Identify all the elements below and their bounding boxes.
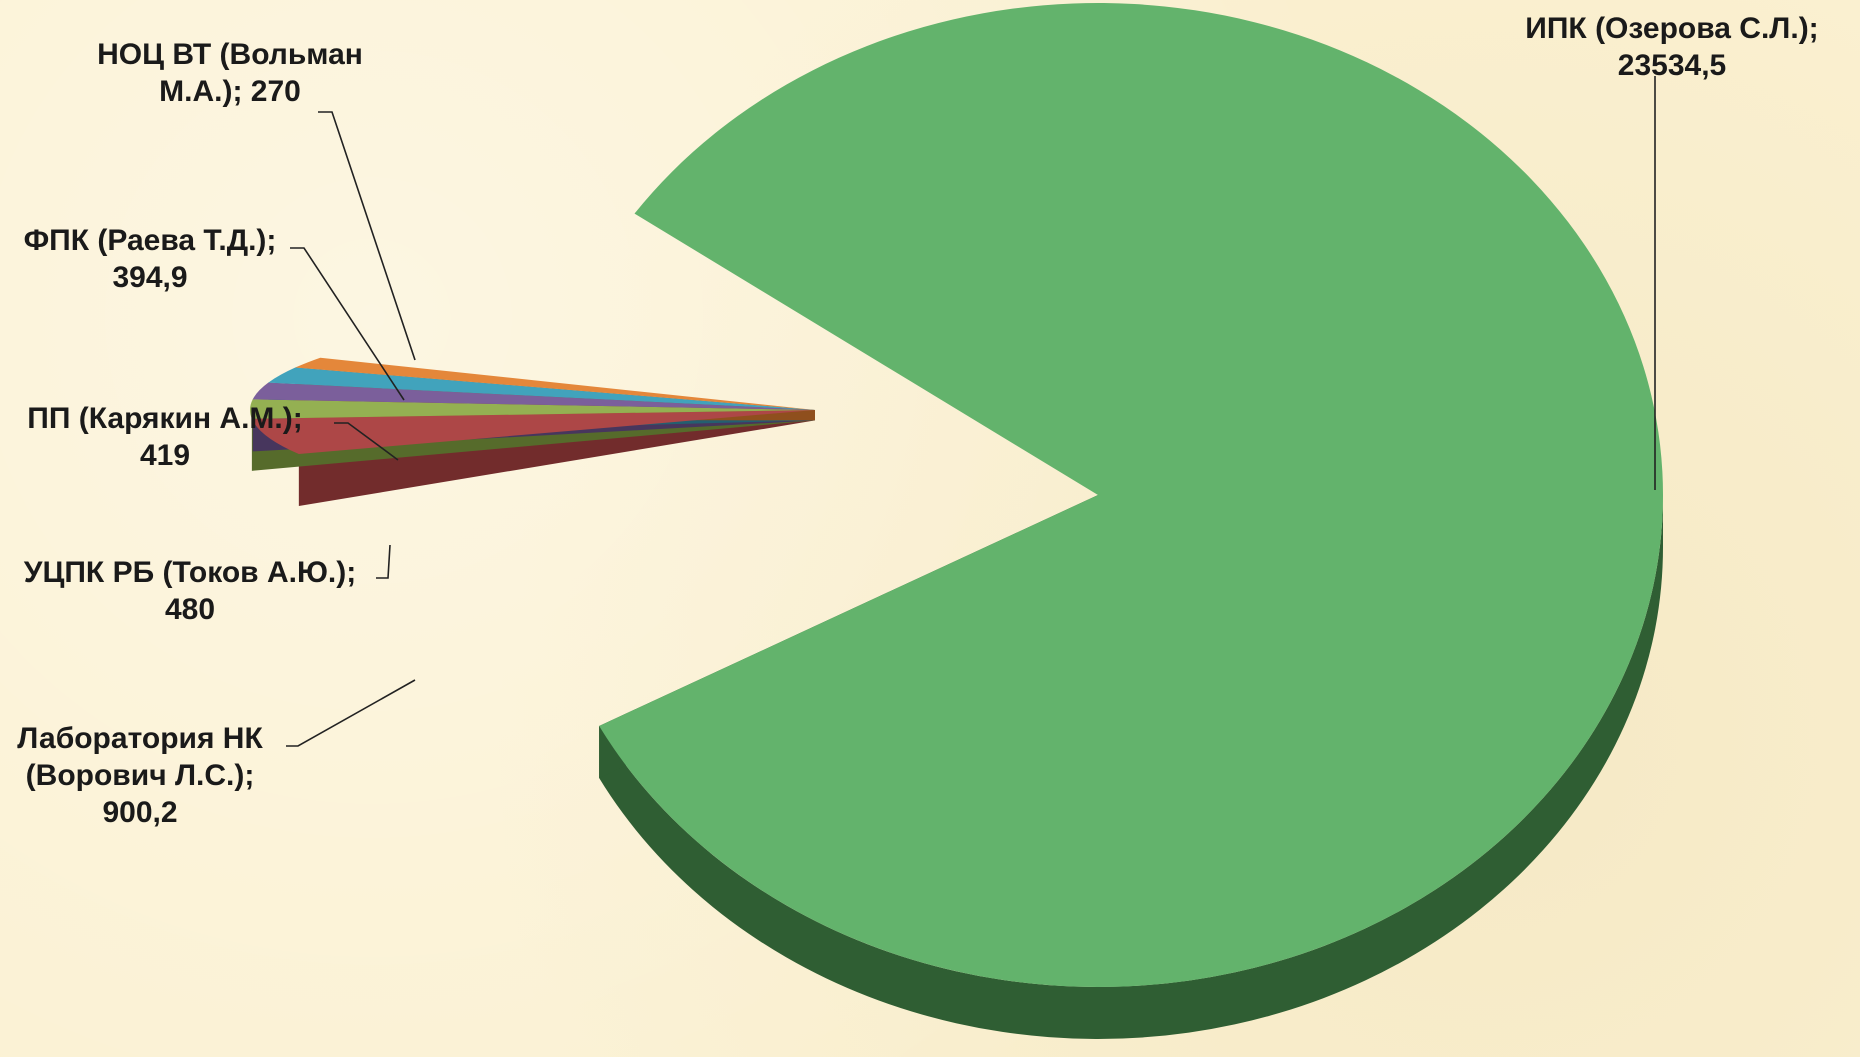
leader-lab-nk	[286, 679, 416, 747]
label-pp-line: ПП (Карякин А.М.);	[27, 402, 302, 435]
label-ipk: ИПК (Озерова С.Л.); 23534,5	[1525, 12, 1818, 82]
leader-noc-vt	[318, 111, 416, 361]
leader-ucpk-rb	[376, 544, 391, 579]
label-pp-line: 419	[140, 439, 190, 472]
slice-labels: ИПК (Озерова С.Л.); 23534,5 Лаборатория НК…	[17, 12, 1818, 829]
label-leaders	[286, 76, 1656, 747]
leader-fpk	[290, 247, 405, 401]
label-pp: ПП (Карякин А.М.); 419	[27, 402, 302, 472]
label-fpk-line: 394,9	[112, 261, 187, 294]
label-noc-vt: НОЦ ВТ (Вольман М.А.); 270	[97, 38, 363, 108]
slice-lab-nk-side	[298, 410, 815, 507]
label-ucpk-rb-line: 480	[165, 593, 215, 626]
label-lab-nk-line: 900,2	[102, 796, 177, 829]
label-noc-vt-line: НОЦ ВТ (Вольман	[97, 38, 363, 71]
slice-lab-nk	[251, 410, 815, 455]
label-lab-nk-line: (Ворович Л.С.);	[26, 759, 255, 792]
label-ucpk-rb: УЦПК РБ (Токов А.Ю.); 480	[24, 556, 356, 626]
label-lab-nk: Лаборатория НК (Ворович Л.С.); 900,2	[17, 722, 263, 829]
label-ipk-line: ИПК (Озерова С.Л.);	[1525, 12, 1818, 45]
label-ipk-line: 23534,5	[1618, 49, 1726, 82]
slice-ipk	[599, 3, 1664, 987]
leader-pp	[334, 422, 399, 461]
label-lab-nk-line: Лаборатория НК	[17, 722, 263, 755]
slice-ucpk-rb	[249, 399, 815, 419]
label-noc-vt-line: М.А.); 270	[159, 75, 301, 108]
pie-tops	[249, 3, 1664, 987]
label-ucpk-rb-line: УЦПК РБ (Токов А.Ю.);	[24, 556, 356, 589]
slice-noc-vt	[295, 357, 815, 410]
slice-fpk	[268, 367, 815, 410]
label-fpk: ФПК (Раева Т.Д.); 394,9	[24, 224, 277, 294]
slice-pp	[252, 382, 815, 410]
label-fpk-line: ФПК (Раева Т.Д.);	[24, 224, 277, 257]
